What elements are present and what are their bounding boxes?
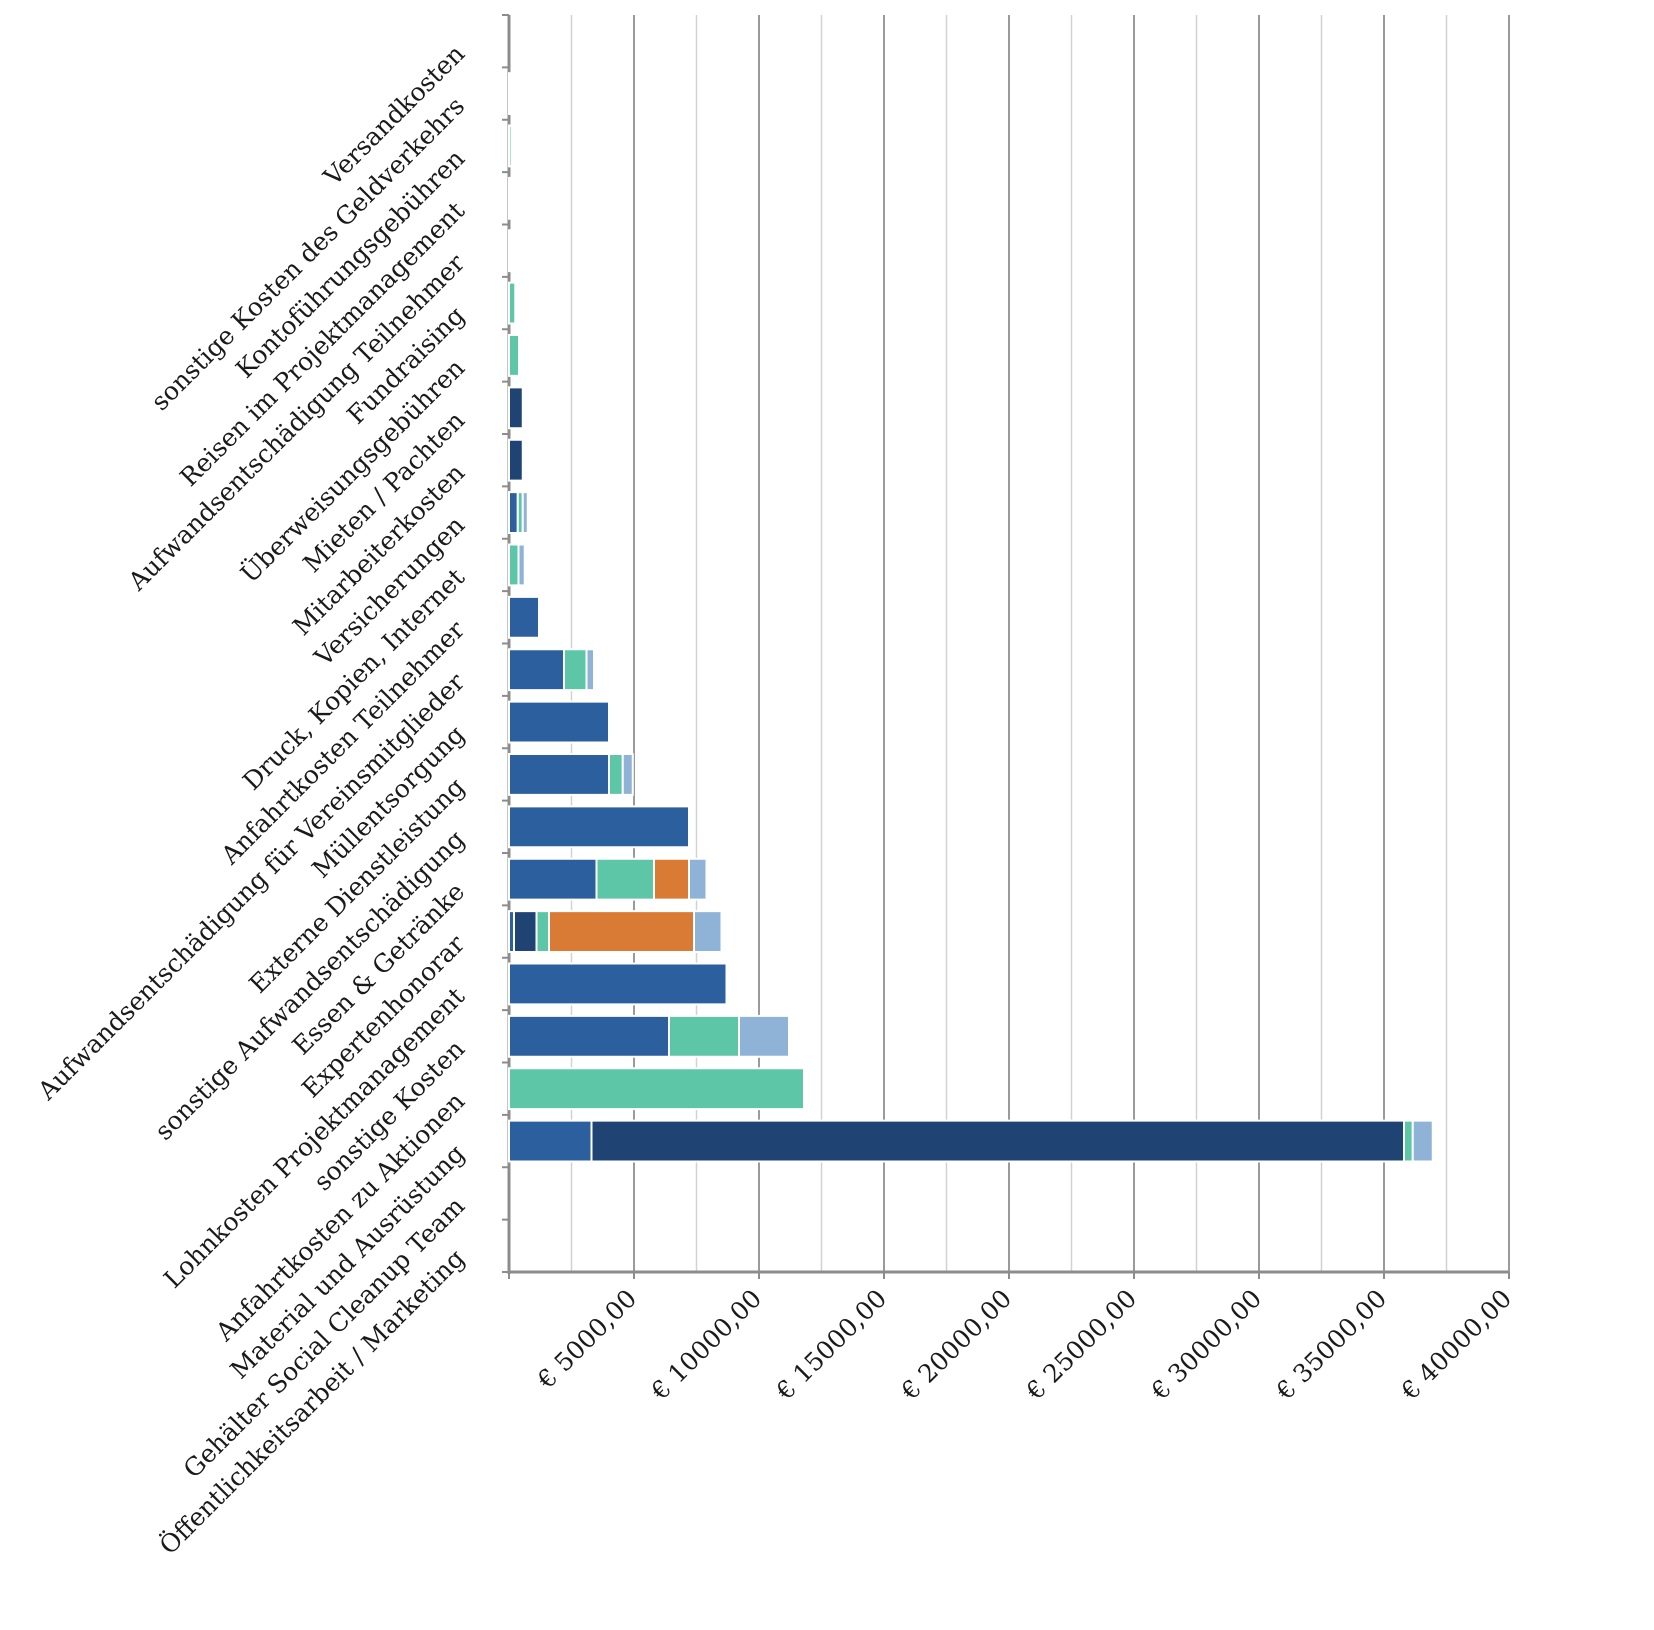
x-tick-label: € 25000,00 bbox=[1020, 1284, 1142, 1406]
bar-segment bbox=[508, 700, 610, 744]
bar-segment bbox=[513, 910, 538, 953]
bar-segment bbox=[521, 491, 529, 534]
x-tick-label: € 15000,00 bbox=[770, 1284, 892, 1406]
x-tick-label: € 5000,00 bbox=[531, 1284, 642, 1395]
x-tick-label: € 30000,00 bbox=[1145, 1284, 1267, 1406]
bar-segment bbox=[508, 753, 610, 796]
bar-segment bbox=[508, 72, 512, 115]
bar-segment bbox=[508, 281, 517, 325]
bar-segment bbox=[548, 910, 695, 953]
bar-segment bbox=[508, 229, 511, 273]
bar-segment bbox=[688, 857, 708, 901]
bar-segment bbox=[1403, 1119, 1414, 1163]
bar-segment bbox=[595, 857, 655, 901]
bar-segment bbox=[653, 857, 690, 901]
bar-segment bbox=[608, 753, 624, 796]
bar-segment bbox=[738, 1014, 790, 1058]
bar-segment bbox=[508, 1119, 593, 1163]
x-tick-label: € 40000,00 bbox=[1395, 1284, 1517, 1406]
bar-segment bbox=[508, 386, 524, 430]
bar-segment bbox=[1411, 1119, 1434, 1163]
bar-segment bbox=[508, 176, 511, 220]
bar-segment bbox=[508, 805, 690, 849]
bar-segment bbox=[508, 124, 513, 168]
x-tick-label: € 10000,00 bbox=[645, 1284, 767, 1406]
bar-segment bbox=[508, 491, 519, 534]
bar-segment bbox=[508, 648, 565, 692]
bar-segment bbox=[508, 438, 524, 482]
bar-segment bbox=[508, 962, 728, 1006]
bar-segment bbox=[693, 910, 723, 953]
bar-segment bbox=[668, 1014, 740, 1058]
bar-segment bbox=[508, 1067, 805, 1111]
bar-segment bbox=[508, 1014, 670, 1058]
bar-segment bbox=[517, 543, 526, 587]
bar-segment bbox=[508, 595, 540, 639]
bar-segment bbox=[621, 753, 634, 796]
x-tick-label: € 20000,00 bbox=[895, 1284, 1017, 1406]
bar-segment bbox=[585, 648, 595, 692]
bar-segment bbox=[535, 910, 550, 953]
bar-segment bbox=[563, 648, 588, 692]
bar-segment bbox=[508, 543, 520, 587]
bar-segment bbox=[508, 334, 520, 377]
x-tick-label: € 35000,00 bbox=[1270, 1284, 1392, 1406]
bar-segment bbox=[508, 857, 598, 901]
bar-segment bbox=[590, 1119, 1405, 1163]
